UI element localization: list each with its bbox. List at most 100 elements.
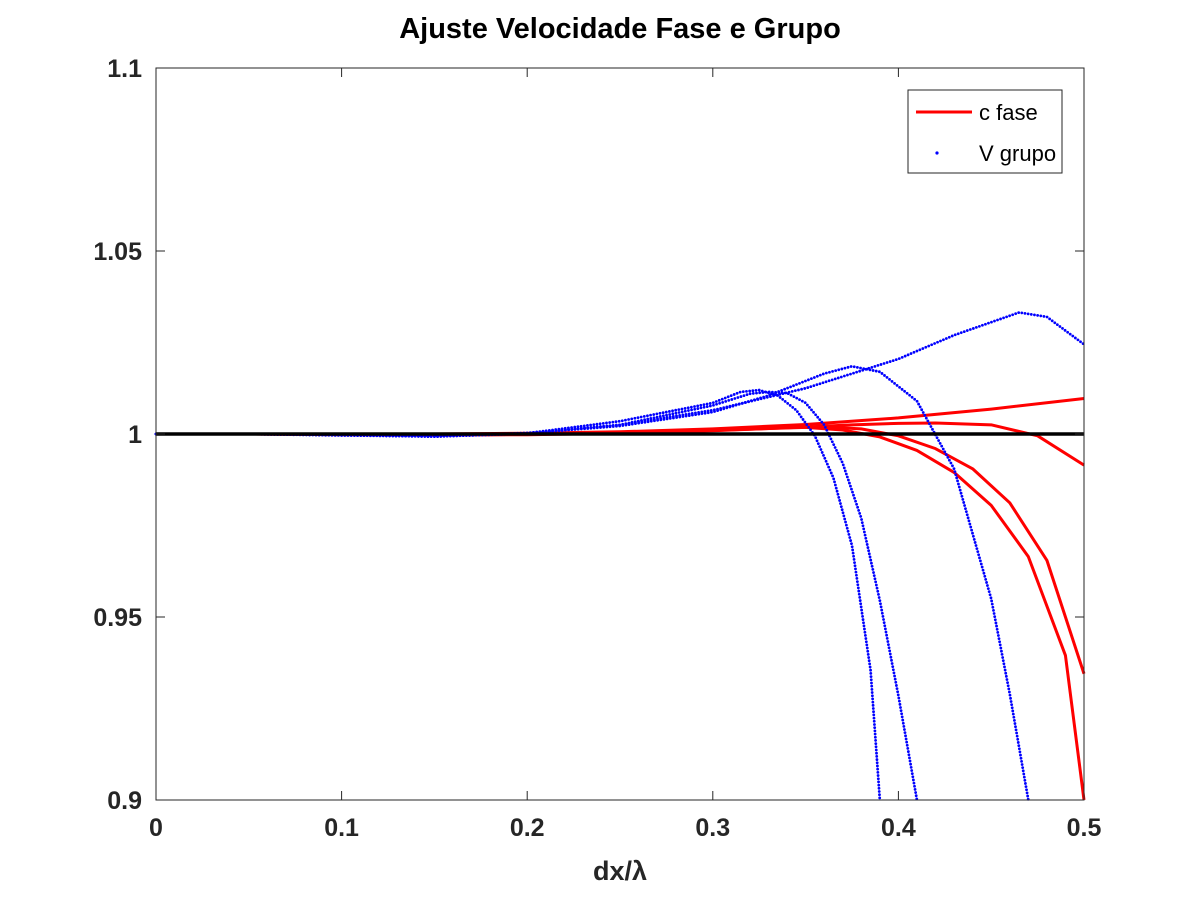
- v-grupo-point: [964, 510, 968, 514]
- v-grupo-point: [937, 439, 941, 442]
- v-grupo-point: [825, 462, 829, 466]
- v-grupo-point: [876, 364, 880, 367]
- v-grupo-point: [800, 387, 803, 391]
- v-grupo-point: [883, 627, 887, 631]
- v-grupo-point: [873, 729, 877, 733]
- v-grupo-point: [605, 424, 609, 428]
- v-grupo-point: [751, 392, 755, 395]
- v-grupo-point: [1016, 737, 1020, 741]
- v-grupo-point: [713, 410, 716, 413]
- v-grupo-point: [998, 643, 1002, 647]
- v-grupo-point: [833, 483, 837, 487]
- v-grupo-point: [1079, 340, 1082, 344]
- v-grupo-point: [1071, 334, 1075, 338]
- v-grupo-point: [858, 596, 862, 599]
- v-grupo-point: [708, 404, 712, 408]
- v-grupo-point: [878, 599, 882, 603]
- v-grupo-point: [736, 396, 740, 399]
- v-grupo-point: [861, 618, 865, 621]
- v-grupo-point: [990, 602, 994, 606]
- v-grupo-point: [1061, 327, 1064, 330]
- v-grupo-point: [880, 608, 884, 612]
- v-grupo-point: [873, 364, 877, 368]
- v-grupo-point: [891, 668, 895, 672]
- v-grupo-point: [681, 415, 685, 418]
- v-grupo-point: [836, 376, 840, 380]
- v-grupo-point: [913, 784, 916, 788]
- v-grupo-point: [566, 426, 570, 430]
- v-grupo-point: [640, 418, 643, 422]
- v-grupo-point: [942, 338, 945, 342]
- v-grupo-point: [649, 413, 652, 417]
- v-grupo-point: [900, 715, 904, 719]
- v-grupo-point: [864, 637, 868, 640]
- v-grupo-point: [952, 467, 956, 471]
- v-grupo-point: [822, 453, 825, 457]
- v-grupo-point: [865, 643, 869, 647]
- v-grupo-point: [869, 668, 872, 672]
- v-grupo-point: [837, 454, 841, 458]
- v-grupo-point: [582, 424, 586, 428]
- v-grupo-point: [1009, 696, 1012, 700]
- v-grupo-point: [873, 732, 877, 736]
- v-grupo-point: [859, 602, 863, 606]
- v-grupo-point: [576, 425, 580, 429]
- v-grupo-point: [783, 400, 787, 403]
- v-grupo-point: [755, 391, 758, 395]
- v-grupo-point: [988, 593, 992, 597]
- v-grupo-point: [756, 397, 759, 401]
- v-grupo-point: [861, 615, 864, 618]
- v-grupo-point: [827, 465, 831, 469]
- v-grupo-point: [998, 640, 1001, 644]
- v-grupo-point: [1003, 665, 1006, 669]
- v-grupo-point: [614, 423, 618, 427]
- v-grupo-point: [905, 743, 909, 747]
- v-grupo-point: [978, 556, 981, 560]
- v-grupo-point: [746, 400, 750, 403]
- v-grupo-point: [547, 428, 551, 432]
- v-grupo-point: [862, 530, 866, 534]
- v-grupo-point: [781, 398, 785, 401]
- v-grupo-point: [541, 429, 545, 433]
- v-grupo-point: [726, 395, 730, 399]
- v-grupo-point: [870, 365, 874, 369]
- v-grupo-point: [866, 652, 870, 656]
- v-grupo-point: [814, 436, 818, 440]
- v-grupo-point: [689, 405, 693, 409]
- v-grupo-point: [951, 464, 954, 468]
- v-grupo-point: [1033, 313, 1036, 317]
- v-grupo-point: [862, 527, 866, 531]
- v-grupo-point: [874, 739, 877, 742]
- v-grupo-point: [908, 756, 911, 760]
- v-grupo-point: [573, 425, 577, 429]
- v-grupo-point: [987, 321, 990, 325]
- v-grupo-point: [870, 681, 873, 685]
- v-grupo-point: [806, 386, 810, 389]
- v-grupo-point: [842, 514, 846, 518]
- v-grupo-point: [900, 355, 904, 359]
- y-tick-label: 0.9: [107, 787, 142, 815]
- v-grupo-point: [859, 366, 862, 370]
- v-grupo-point: [872, 571, 875, 574]
- v-grupo-point: [649, 419, 653, 423]
- v-grupo-point: [687, 414, 691, 417]
- v-grupo-point: [805, 423, 809, 427]
- v-grupo-point: [665, 417, 669, 421]
- v-grupo-point: [863, 533, 867, 537]
- v-grupo-point: [881, 614, 885, 618]
- v-grupo-point: [653, 419, 656, 423]
- v-grupo-point: [944, 337, 948, 340]
- v-grupo-point: [912, 350, 916, 354]
- v-grupo-point: [993, 618, 997, 622]
- v-grupo-point: [877, 596, 881, 599]
- v-grupo-point: [745, 393, 749, 397]
- v-grupo-point: [742, 394, 746, 398]
- v-grupo-point: [862, 621, 865, 625]
- v-grupo-point: [900, 712, 904, 716]
- v-grupo-point: [865, 367, 869, 371]
- v-grupo-point: [875, 761, 879, 765]
- v-grupo-point: [821, 381, 825, 385]
- v-grupo-point: [573, 427, 577, 431]
- v-grupo-point: [792, 395, 796, 399]
